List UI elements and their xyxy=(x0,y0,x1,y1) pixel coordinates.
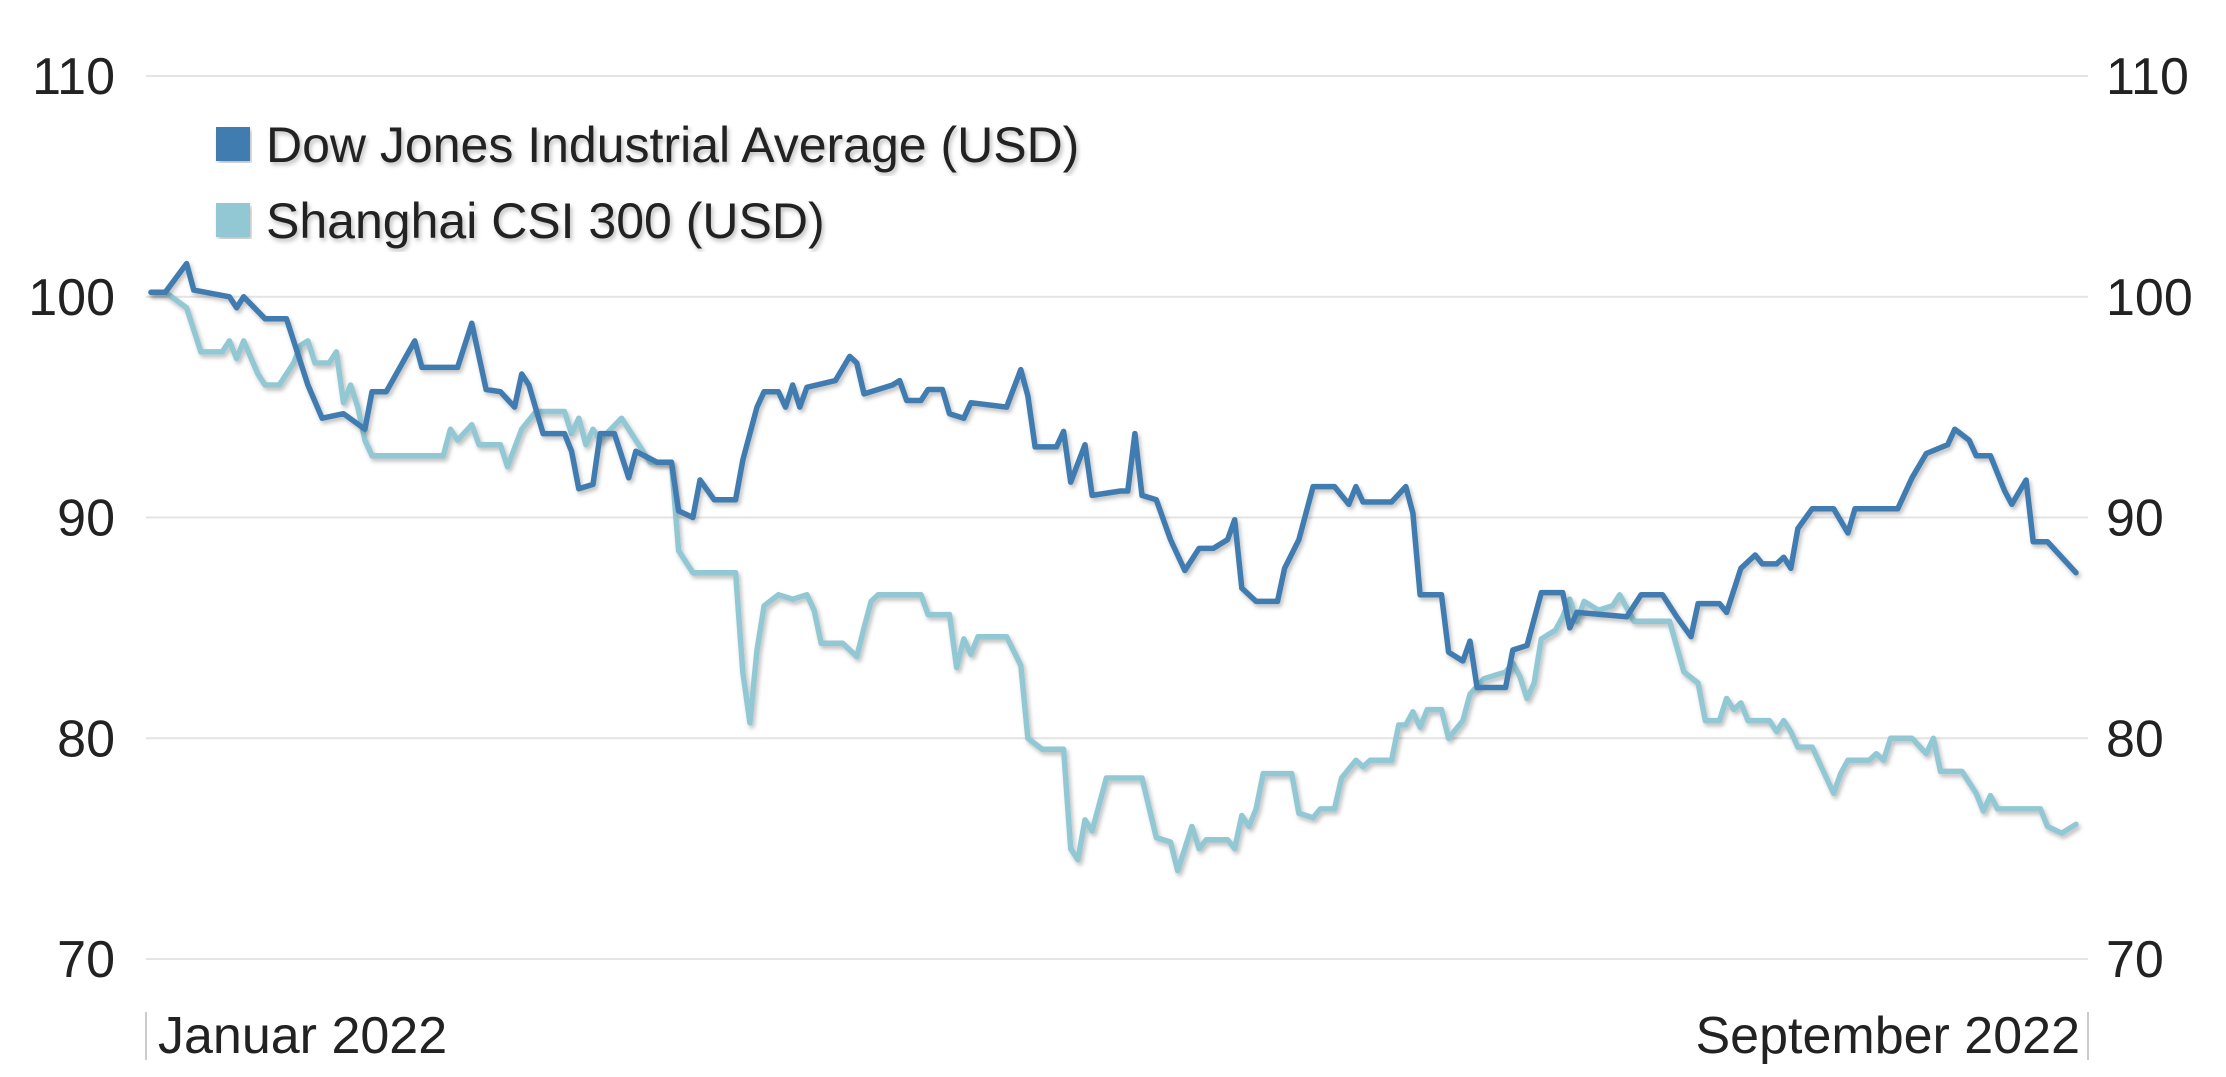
y-tick-label-right: 100 xyxy=(2106,269,2193,327)
gridlines xyxy=(146,75,2088,960)
y-tick-label-left: 70 xyxy=(57,931,115,989)
legend-label-shanghai: Shanghai CSI 300 (USD) xyxy=(266,193,825,249)
y-tick-label-left: 90 xyxy=(57,490,115,548)
series-line-dow-jones xyxy=(148,260,2079,691)
legend-swatch-dow xyxy=(216,127,250,161)
legend: Dow Jones Industrial Average (USD) Shang… xyxy=(216,117,1079,249)
y-tick-label-right: 80 xyxy=(2106,710,2164,768)
y-tick-label-right: 90 xyxy=(2106,490,2164,548)
y-tick-label-right: 110 xyxy=(2106,48,2189,106)
y-tick-label-right: 70 xyxy=(2106,931,2164,989)
y-tick-label-left: 80 xyxy=(57,710,115,768)
series-line-shanghai-csi-300 xyxy=(148,289,2079,874)
series-lines xyxy=(148,260,2079,874)
x-tick-label-end: September 2022 xyxy=(1696,1007,2081,1065)
x-axis: Januar 2022 September 2022 xyxy=(145,1007,2089,1065)
y-tick-label-left: 110 xyxy=(32,48,115,106)
y-axis-right: 70 80 90 100 110 xyxy=(2106,48,2193,989)
legend-label-dow: Dow Jones Industrial Average (USD) xyxy=(266,117,1079,173)
legend-swatch-shanghai xyxy=(216,203,250,237)
y-axis-left: 70 80 90 100 110 xyxy=(28,48,115,989)
x-tick-label-start: Januar 2022 xyxy=(158,1007,447,1065)
y-tick-label-left: 100 xyxy=(28,269,115,327)
